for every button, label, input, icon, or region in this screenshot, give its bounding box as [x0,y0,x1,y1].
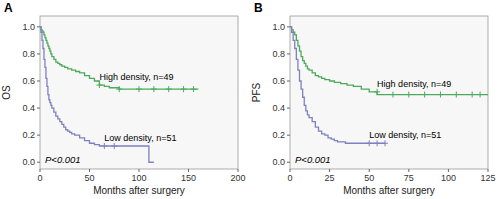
x-tick-label: 125 [480,173,495,183]
censor-mark [477,92,483,98]
x-tick [238,169,239,172]
y-tick [287,26,290,27]
y-tick [287,108,290,109]
x-tick [369,169,370,172]
x-tick [40,169,41,172]
censor-mark [136,86,142,92]
y-tick-label: 1.0 [22,22,35,32]
y-tick [37,162,40,163]
x-tick [448,169,449,172]
curve-label: Low density, n=51 [104,133,176,143]
figure: 0 50 100 150 200 0.0 0.2 0.4 0.6 0.8 1.0 Months aft… [0,0,500,199]
x-tick [139,169,140,172]
y-tick-label: 0.6 [22,76,35,86]
x-tick-label: 0 [287,173,292,183]
y-tick [287,162,290,163]
x-tick-label: 0 [37,173,42,183]
censor-mark [111,143,117,149]
y-tick-label: 0.0 [22,157,35,167]
p-value: P<0.001 [295,154,331,165]
y-tick-label: 0.0 [272,157,285,167]
y-tick-label: 0.8 [272,49,285,59]
censor-mark [382,140,388,146]
x-tick-label: 25 [325,173,335,183]
curve-label: Low density, n=51 [369,130,441,140]
y-tick [37,26,40,27]
y-tick [37,135,40,136]
censor-mark [96,82,102,88]
censor-mark [101,143,107,149]
survival-curve [290,27,385,143]
x-tick [329,169,330,172]
x-tick-label: 75 [404,173,414,183]
censor-mark [374,140,380,146]
x-tick-label: 50 [84,173,94,183]
panel: 0 50 100 150 200 0.0 0.2 0.4 0.6 0.8 1.0 Months aft… [1,1,246,196]
censor-mark [437,92,443,98]
y-tick [287,135,290,136]
censor-mark [453,92,459,98]
survival-curve [290,27,488,95]
censor-mark [374,89,380,95]
y-tick [287,80,290,81]
censor-mark [190,86,196,92]
censor-mark [166,86,172,92]
y-tick-label: 0.8 [22,49,35,59]
x-tick-label: 100 [441,173,456,183]
p-value: P<0.001 [45,154,81,165]
censor-mark [422,92,428,98]
censor-mark [366,140,372,146]
survival-curve [40,27,198,89]
panel: 0 25 50 75 100 125 0.0 0.2 0.4 0.6 0.8 1.0 Months af… [251,1,496,196]
x-tick-label: 200 [230,173,245,183]
x-tick [408,169,409,172]
y-tick-label: 0.6 [272,76,285,86]
y-tick-label: 0.4 [22,103,35,113]
censor-mark [469,92,475,98]
x-axis-label: Months after surgery [93,185,185,196]
y-tick [37,80,40,81]
censor-mark [390,92,396,98]
censor-mark [181,86,187,92]
x-tick-label: 50 [364,173,374,183]
curve-label: High density, n=49 [377,79,451,89]
y-tick-label: 1.0 [272,22,285,32]
data-area [290,27,488,146]
plot-frame [40,16,238,169]
y-tick-label: 0.2 [272,130,285,140]
data-area [40,27,198,162]
censor-mark [151,86,157,92]
x-tick [188,169,189,172]
x-axis-label: Months after surgery [343,185,435,196]
x-tick-label: 150 [181,173,196,183]
y-tick [37,53,40,54]
x-tick [488,169,489,172]
censor-mark [406,92,412,98]
y-tick-label: 0.2 [22,130,35,140]
y-axis-label: PFS [251,82,262,102]
censor-mark [116,86,122,92]
x-tick-label: 100 [131,173,146,183]
y-axis-label: OS [1,85,12,100]
panel-label: B [254,1,263,15]
panel-label: A [4,1,13,15]
curve-label: High density, n=49 [99,72,173,82]
plot-frame [290,16,488,169]
y-tick [37,108,40,109]
x-tick [290,169,291,172]
x-tick [89,169,90,172]
y-tick [287,53,290,54]
y-tick-label: 0.4 [272,103,285,113]
